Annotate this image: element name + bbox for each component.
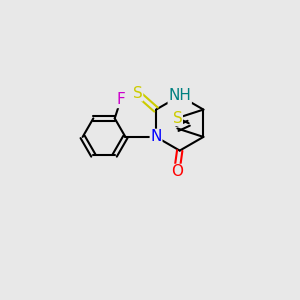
Text: NH: NH	[168, 88, 191, 104]
Text: O: O	[171, 164, 183, 179]
Text: N: N	[150, 129, 162, 144]
Text: S: S	[133, 86, 142, 101]
Text: S: S	[172, 110, 182, 125]
Text: F: F	[116, 92, 125, 107]
